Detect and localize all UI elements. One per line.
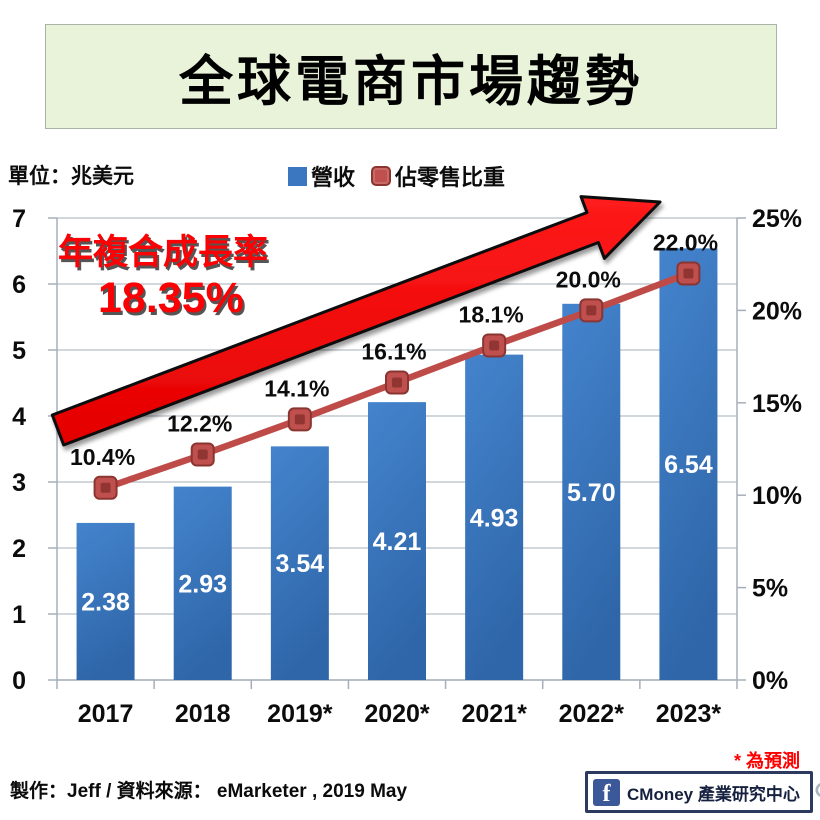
cagr-value: 18.35%	[98, 274, 244, 322]
bar-2023*	[659, 248, 718, 681]
left-axis-label: 5	[12, 337, 26, 365]
line-marker-center	[683, 268, 694, 279]
bar-value-label: 2.38	[81, 588, 130, 616]
left-axis-label: 7	[12, 205, 26, 233]
left-axis-label: 2	[12, 535, 26, 563]
title-banner: 全球電商市場趨勢	[45, 24, 777, 129]
search-icon	[815, 783, 820, 797]
bar-2022*	[562, 303, 621, 680]
x-category-label: 2019*	[267, 700, 333, 728]
x-category-label: 2018	[175, 700, 231, 728]
left-axis-label: 1	[12, 601, 26, 629]
legend-label-revenue: 營收	[311, 165, 356, 190]
pct-value-label: 20.0%	[556, 266, 621, 292]
right-axis-label: 15%	[752, 390, 802, 418]
bar-value-label: 3.54	[276, 550, 325, 578]
left-axis-label: 0	[12, 667, 26, 695]
bar-2019*	[270, 446, 329, 680]
line-marker-center	[586, 305, 597, 316]
x-category-label: 2017	[78, 700, 134, 728]
right-axis-label: 5%	[752, 575, 788, 603]
bar-value-label: 4.21	[373, 528, 422, 556]
facebook-icon: f	[593, 778, 620, 806]
right-axis-label: 25%	[752, 205, 802, 233]
pct-value-label: 22.0%	[653, 229, 718, 255]
bar-2021*	[465, 354, 524, 680]
line-marker-center	[197, 449, 208, 460]
right-axis-label: 10%	[752, 482, 802, 510]
legend-item-retail-share: 佔零售比重	[371, 160, 505, 192]
bar-value-label: 2.93	[178, 570, 227, 598]
x-category-label: 2022*	[559, 700, 625, 728]
left-axis-label: 4	[12, 403, 26, 431]
bar-value-label: 5.70	[567, 479, 616, 507]
pct-value-label: 14.1%	[264, 375, 329, 401]
legend-label-retail-share: 佔零售比重	[395, 165, 506, 190]
bar-value-label: 4.93	[470, 504, 519, 532]
growth-arrow-icon	[50, 195, 662, 447]
brand-name: CMoney 產業研究中心	[627, 784, 800, 804]
right-axis-label: 20%	[752, 297, 802, 325]
brand-widget: f CMoney 產業研究中心	[585, 771, 820, 813]
page-title: 全球電商市場趨勢	[179, 52, 643, 112]
right-axis-label: 0%	[752, 667, 788, 695]
pct-value-label: 18.1%	[459, 302, 524, 328]
cagr-annotation: 年複合成長率 18.35%	[58, 235, 268, 320]
line-marker-center	[489, 340, 500, 351]
retail-share-series-swatch-icon	[371, 166, 392, 186]
unit-label: 單位：兆美元	[8, 165, 134, 188]
line-marker-center	[294, 414, 305, 425]
revenue-series-swatch-icon	[288, 166, 307, 186]
line-marker-center	[100, 482, 111, 493]
bar-2018	[173, 486, 232, 680]
pct-value-label: 16.1%	[361, 338, 426, 364]
credit-line: 製作：Jeff / 資料來源： eMarketer , 2019 May	[10, 781, 408, 802]
line-marker-center	[392, 377, 402, 388]
x-category-label: 2020*	[364, 700, 430, 728]
plot-area: 0 1 2 3 4 5 6 7 0% 5% 10% 15% 20% 25% 2.38 2.93 3.54 4.21…	[12, 205, 802, 728]
pct-value-label: 12.2%	[167, 411, 232, 437]
x-category-label: 2021*	[461, 700, 527, 728]
chart-legend: 營收 佔零售比重	[288, 160, 505, 192]
pct-value-label: 10.4%	[70, 444, 135, 470]
bar-2020*	[368, 402, 426, 680]
legend-item-revenue: 營收	[288, 160, 355, 192]
forecast-footnote: * 為預測	[733, 751, 800, 771]
left-axis-label: 3	[12, 469, 26, 497]
left-axis-label: 6	[12, 271, 26, 299]
x-category-label: 2023*	[656, 700, 722, 728]
cagr-label: 年複合成長率	[58, 233, 269, 272]
bar-2017	[76, 522, 135, 680]
bar-value-label: 6.54	[664, 451, 713, 479]
